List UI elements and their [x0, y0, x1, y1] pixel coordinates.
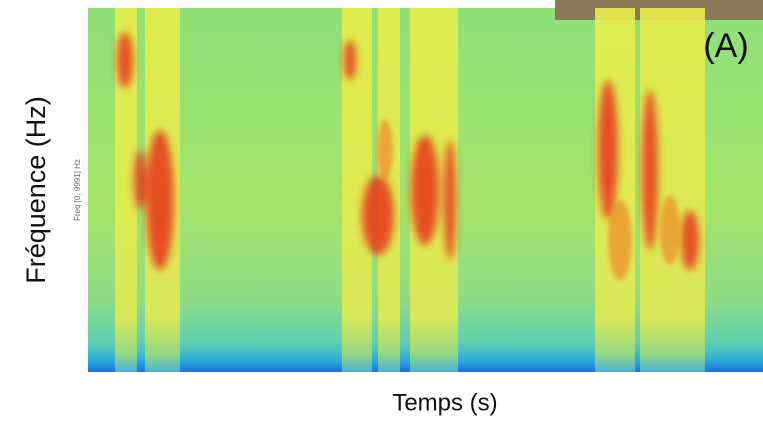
x-axis-label: Temps (s) [392, 389, 497, 416]
spectrogram [88, 0, 763, 372]
inner-axis-label: Freq [0, 9991] Hz [73, 159, 82, 221]
panel-label: (A) [703, 27, 748, 65]
y-axis-label: Fréquence (Hz) [21, 96, 51, 284]
